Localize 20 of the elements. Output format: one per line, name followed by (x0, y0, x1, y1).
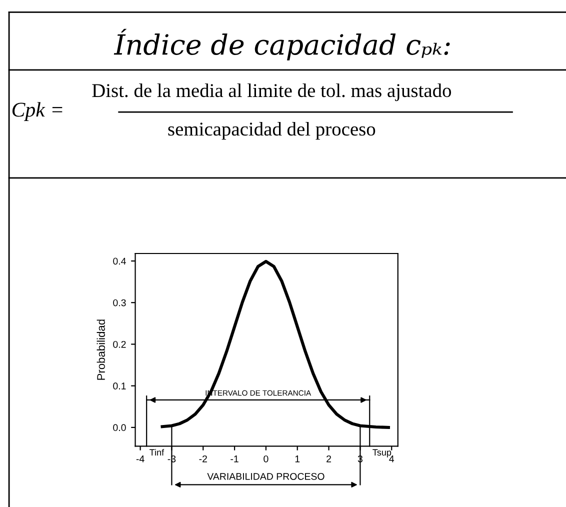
y-tick-label: 0.1 (113, 382, 126, 390)
text: VARIABILIDAD PROCESO (207, 472, 324, 480)
chart-title: Índice de capacidad cₚₖ: (114, 28, 450, 60)
y-tick-label: 0.4 (113, 258, 126, 265)
y-tick-label: 0.2 (113, 340, 126, 348)
x-tick-label: 4 (389, 456, 394, 462)
x-tick-label: 0 (264, 455, 268, 462)
y-tick-label: 0.3 (113, 299, 126, 306)
x-tick-label: -4 (136, 456, 144, 462)
x-tick-label: -2 (199, 455, 207, 462)
y-tick-label: 0.0 (113, 424, 126, 432)
text: Cpk = (12, 102, 62, 121)
text: Dist. de la media al limite de tol. mas ajustado (92, 83, 452, 102)
x-tick-label: 2 (326, 455, 331, 462)
x-tick-label: -1 (230, 456, 238, 462)
ref-line-label: Tsup (372, 449, 392, 458)
x-tick-label: 1 (295, 456, 300, 462)
text: semicapacidad del proceso (168, 122, 376, 140)
ref-line-label: Tinf (150, 448, 164, 456)
y-axis-title: Probabilidad (96, 320, 105, 380)
